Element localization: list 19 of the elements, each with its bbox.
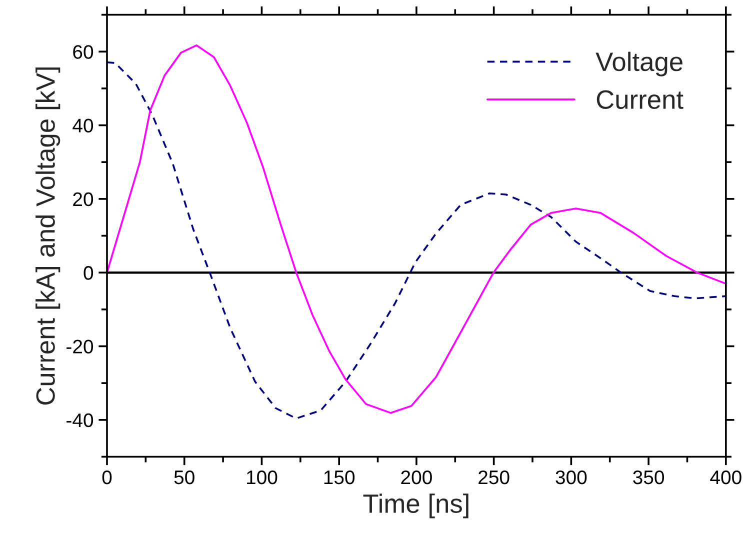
y-axis-title: Current [kA] and Voltage [kV] [36,67,60,405]
y-tick-label: 20 [73,192,94,206]
x-tick-label: 400 [710,470,742,484]
x-tick-label: 100 [246,470,278,484]
x-axis-title: Time [ns] [363,494,468,518]
x-tick-label: 0 [102,470,112,484]
legend-label: Current [596,90,684,109]
legend-label: Voltage [596,52,682,76]
x-tick-label: 50 [174,470,194,484]
x-tick-label: 250 [478,470,510,484]
x-tick-label: 300 [556,470,587,484]
y-tick-label: 0 [84,266,94,280]
y-tick-label: -20 [66,340,94,354]
x-tick-label: 200 [401,470,432,484]
y-tick-label: 60 [73,45,94,59]
y-tick-label: -40 [66,413,94,428]
y-tick-label: 40 [72,118,94,132]
x-tick-label: 350 [633,470,664,484]
x-tick-label: 150 [324,470,355,484]
